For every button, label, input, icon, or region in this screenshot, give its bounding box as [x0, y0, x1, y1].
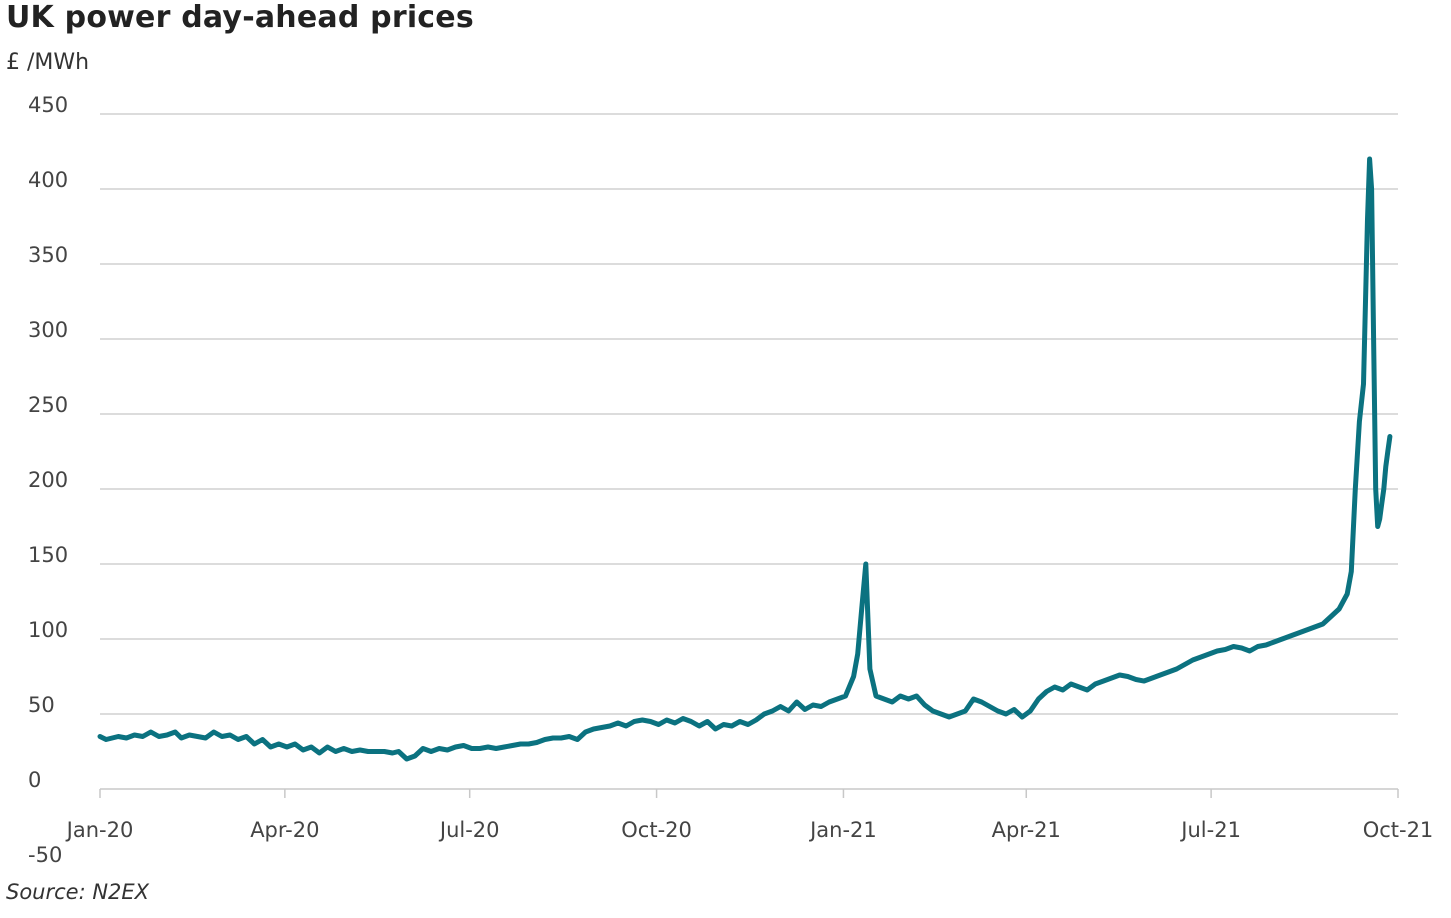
price-series	[97, 156, 1393, 762]
y-tick-label: 300	[28, 318, 68, 342]
y-tick-label: 0	[28, 768, 41, 792]
x-tick-label: Oct-21	[1363, 818, 1434, 842]
x-tick-label: Jan-20	[65, 818, 134, 842]
y-tick-label: 100	[28, 618, 68, 642]
x-tick-label: Jan-21	[808, 818, 877, 842]
y-tick-label: 50	[28, 693, 55, 717]
y-axis-unit-label: £ /MWh	[6, 50, 90, 75]
x-tick-label: Apr-21	[992, 818, 1061, 842]
price-line	[97, 156, 1393, 762]
y-tick-label: 450	[28, 93, 68, 117]
y-tick-label: 150	[28, 543, 68, 567]
chart-title: UK power day-ahead prices	[6, 0, 474, 35]
x-tick-label: Apr-20	[250, 818, 319, 842]
x-tick-label: Jul-21	[1179, 818, 1241, 842]
x-tick-label: Jul-20	[438, 818, 500, 842]
y-tick-label: 200	[28, 468, 68, 492]
x-tick-label: Oct-20	[621, 818, 692, 842]
y-tick-label: 400	[28, 168, 68, 192]
y-tick-label: 250	[28, 393, 68, 417]
y-tick-label: -50	[28, 843, 62, 867]
y-tick-label: 350	[28, 243, 68, 267]
source-note: Source: N2EX	[6, 880, 150, 904]
gridlines	[100, 113, 1398, 715]
x-axis	[99, 788, 1399, 798]
